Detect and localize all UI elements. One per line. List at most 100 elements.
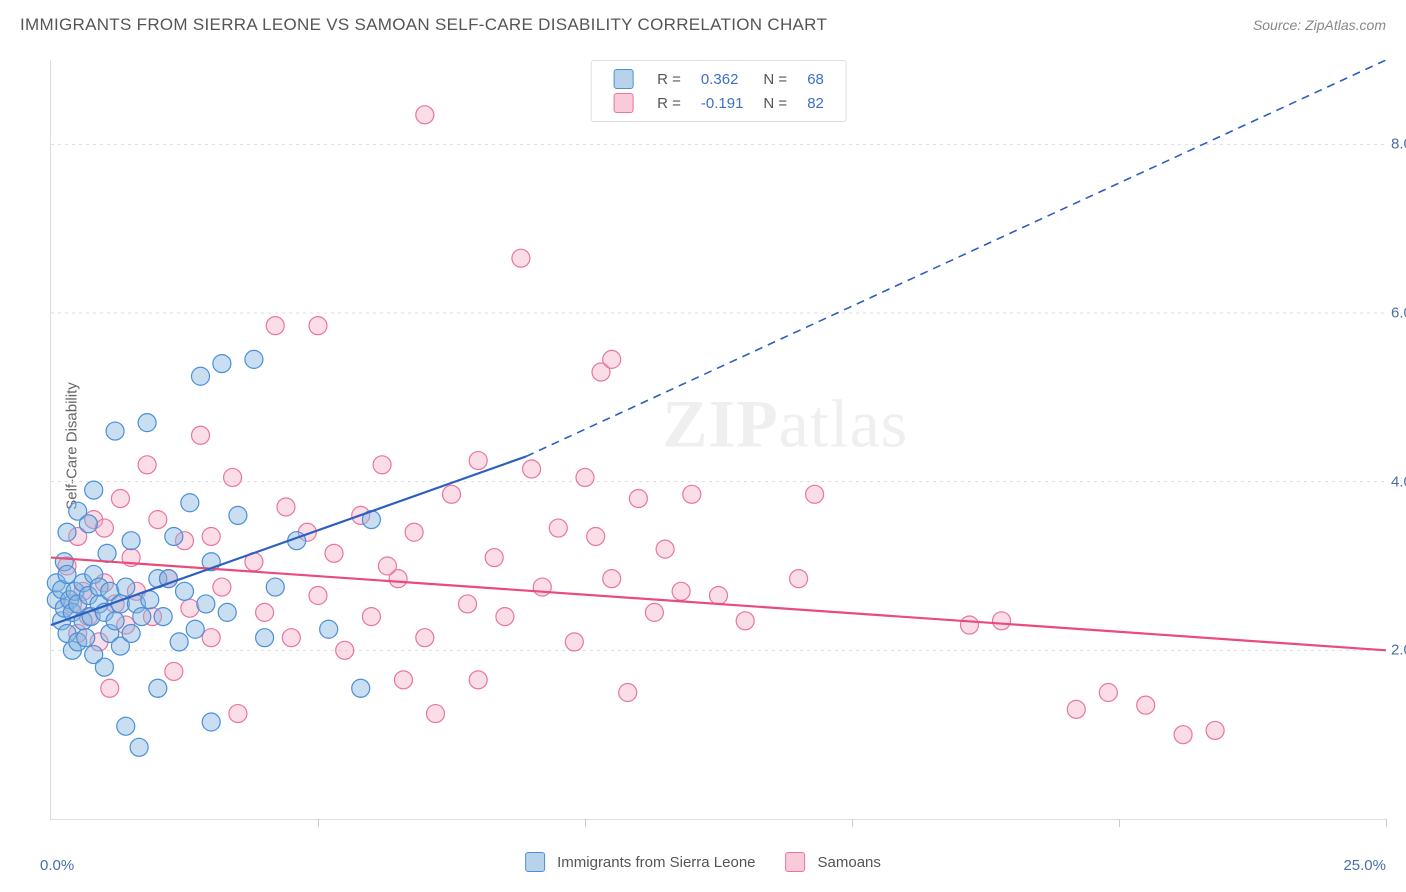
legend-label-pink: Samoans bbox=[818, 854, 881, 871]
scatter-point bbox=[186, 620, 204, 638]
scatter-point bbox=[101, 679, 119, 697]
correlation-legend: R = 0.362 N = 68 R = -0.191 N = 82 bbox=[590, 60, 847, 122]
scatter-point bbox=[362, 608, 380, 626]
scatter-point bbox=[683, 485, 701, 503]
y-tick-label: 2.0% bbox=[1391, 642, 1406, 659]
x-tick-mark bbox=[318, 819, 319, 827]
scatter-point bbox=[282, 629, 300, 647]
scatter-point bbox=[565, 633, 583, 651]
chart-title: IMMIGRANTS FROM SIERRA LEONE VS SAMOAN S… bbox=[20, 15, 827, 35]
x-tick-mark bbox=[1386, 819, 1387, 827]
scatter-point bbox=[58, 523, 76, 541]
n-label: N = bbox=[763, 71, 787, 88]
correlation-row-blue: R = 0.362 N = 68 bbox=[603, 67, 834, 91]
scatter-point bbox=[993, 612, 1011, 630]
scatter-point bbox=[710, 587, 728, 605]
scatter-point bbox=[229, 506, 247, 524]
y-tick-label: 6.0% bbox=[1391, 305, 1406, 322]
scatter-point bbox=[141, 591, 159, 609]
legend-item-pink: Samoans bbox=[786, 852, 881, 872]
scatter-point bbox=[256, 603, 274, 621]
scatter-point bbox=[266, 578, 284, 596]
scatter-point bbox=[245, 350, 263, 368]
scatter-point bbox=[645, 603, 663, 621]
scatter-point bbox=[85, 481, 103, 499]
n-value-blue: 68 bbox=[797, 67, 834, 91]
scatter-point bbox=[95, 658, 113, 676]
swatch-pink-icon bbox=[786, 852, 806, 872]
scatter-point bbox=[77, 629, 95, 647]
scatter-point bbox=[629, 490, 647, 508]
x-min-label: 0.0% bbox=[40, 857, 74, 874]
scatter-point bbox=[459, 595, 477, 613]
scatter-point bbox=[122, 532, 140, 550]
scatter-point bbox=[1137, 696, 1155, 714]
scatter-point bbox=[320, 620, 338, 638]
scatter-point bbox=[149, 511, 167, 529]
scatter-point bbox=[523, 460, 541, 478]
scatter-point bbox=[325, 544, 343, 562]
scatter-point bbox=[202, 629, 220, 647]
swatch-blue-icon bbox=[525, 852, 545, 872]
swatch-pink-icon bbox=[613, 93, 633, 113]
scatter-point bbox=[165, 527, 183, 545]
scatter-point bbox=[960, 616, 978, 634]
scatter-point bbox=[405, 523, 423, 541]
scatter-point bbox=[336, 641, 354, 659]
scatter-point bbox=[213, 578, 231, 596]
scatter-point bbox=[277, 498, 295, 516]
scatter-point bbox=[202, 527, 220, 545]
x-tick-mark bbox=[1119, 819, 1120, 827]
scatter-point bbox=[1206, 721, 1224, 739]
scatter-point bbox=[549, 519, 567, 537]
n-label: N = bbox=[763, 95, 787, 112]
x-tick-mark bbox=[585, 819, 586, 827]
scatter-point bbox=[416, 629, 434, 647]
scatter-point bbox=[806, 485, 824, 503]
swatch-blue-icon bbox=[613, 69, 633, 89]
scatter-point bbox=[138, 414, 156, 432]
x-tick-mark bbox=[852, 819, 853, 827]
scatter-point bbox=[309, 587, 327, 605]
scatter-point bbox=[469, 671, 487, 689]
scatter-point bbox=[106, 612, 124, 630]
scatter-point bbox=[117, 578, 135, 596]
scatter-point bbox=[378, 557, 396, 575]
scatter-point bbox=[176, 582, 194, 600]
scatter-point bbox=[111, 490, 129, 508]
scatter-point bbox=[149, 679, 167, 697]
r-label: R = bbox=[657, 71, 681, 88]
legend-label-blue: Immigrants from Sierra Leone bbox=[557, 854, 755, 871]
scatter-point bbox=[790, 570, 808, 588]
scatter-point bbox=[352, 679, 370, 697]
scatter-point bbox=[266, 317, 284, 335]
scatter-point bbox=[170, 633, 188, 651]
n-value-pink: 82 bbox=[797, 91, 834, 115]
y-tick-label: 8.0% bbox=[1391, 136, 1406, 153]
scatter-point bbox=[197, 595, 215, 613]
scatter-point bbox=[192, 367, 210, 385]
scatter-point bbox=[224, 468, 242, 486]
scatter-point bbox=[736, 612, 754, 630]
plot-svg bbox=[51, 60, 1386, 819]
chart-plot-area: ZIPatlas 2.0%4.0%6.0%8.0% R = 0.362 N = … bbox=[50, 60, 1386, 820]
scatter-point bbox=[576, 468, 594, 486]
scatter-point bbox=[130, 738, 148, 756]
scatter-point bbox=[117, 717, 135, 735]
scatter-point bbox=[202, 713, 220, 731]
scatter-point bbox=[603, 570, 621, 588]
scatter-point bbox=[587, 527, 605, 545]
scatter-point bbox=[309, 317, 327, 335]
scatter-point bbox=[496, 608, 514, 626]
scatter-point bbox=[373, 456, 391, 474]
scatter-point bbox=[154, 608, 172, 626]
scatter-point bbox=[95, 519, 113, 537]
scatter-point bbox=[106, 422, 124, 440]
scatter-point bbox=[165, 662, 183, 680]
scatter-point bbox=[98, 544, 116, 562]
scatter-point bbox=[1067, 700, 1085, 718]
scatter-point bbox=[533, 578, 551, 596]
bottom-legend: Immigrants from Sierra Leone Samoans bbox=[525, 852, 881, 872]
scatter-point bbox=[485, 549, 503, 567]
scatter-point bbox=[426, 705, 444, 723]
